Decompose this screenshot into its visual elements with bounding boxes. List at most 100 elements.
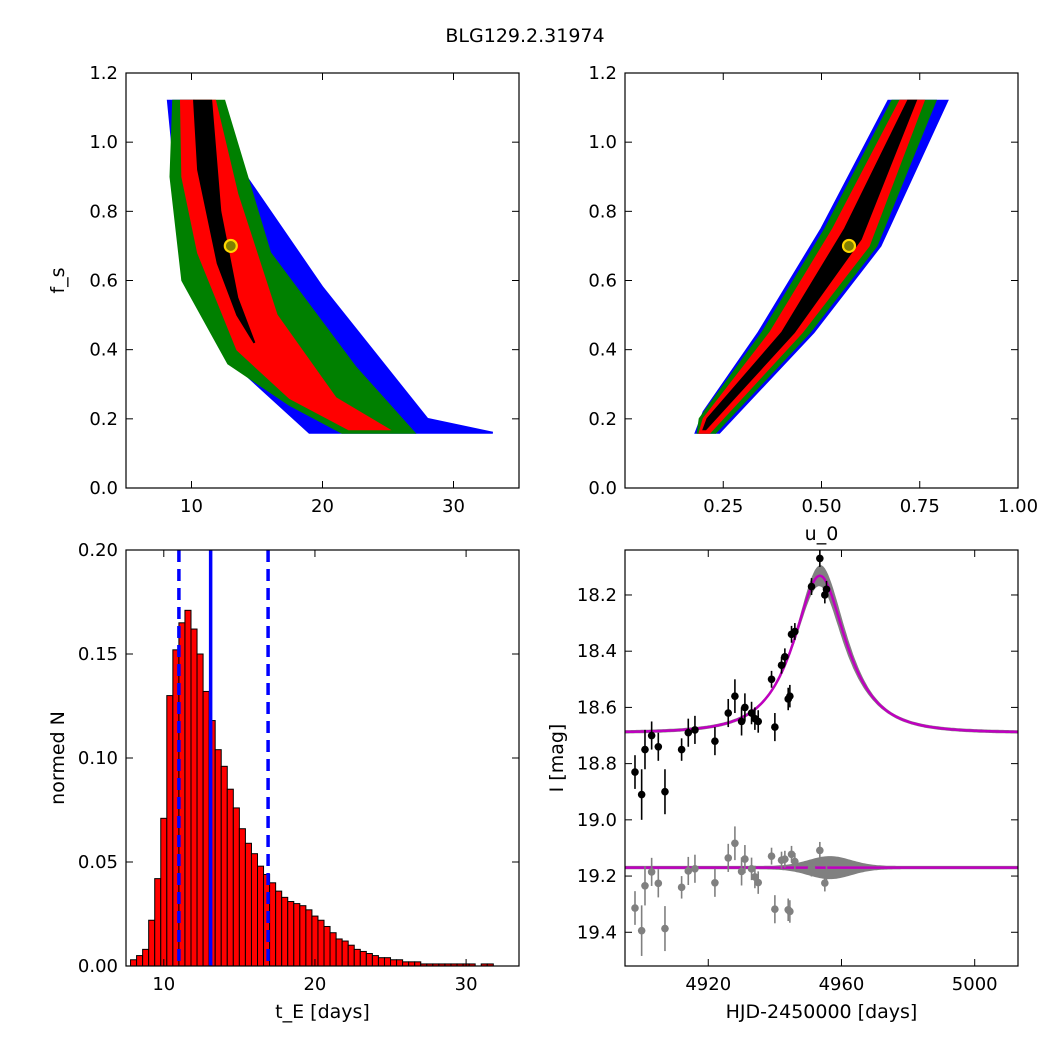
y-tick-label: 18.6 xyxy=(577,697,617,718)
residual-point xyxy=(816,846,824,855)
y-tick-label: 0.4 xyxy=(89,340,118,361)
histogram-bar xyxy=(275,890,283,967)
x-tick-label: 0.50 xyxy=(801,496,841,517)
data-point xyxy=(654,742,663,751)
data-point xyxy=(791,627,799,636)
data-point xyxy=(647,731,656,740)
histogram-bar xyxy=(414,961,422,967)
y-tick-label: 0.0 xyxy=(588,478,617,499)
y-tick-label: 1.0 xyxy=(89,132,118,153)
data-point xyxy=(677,745,686,754)
y-tick-label: 18.2 xyxy=(577,585,617,606)
histogram-bar xyxy=(317,919,325,967)
x-tick-label: 0.25 xyxy=(703,496,743,517)
data-point xyxy=(754,717,763,726)
residual-point xyxy=(631,904,639,912)
residual-point xyxy=(647,868,656,876)
histogram-bar xyxy=(371,955,379,967)
residual-point xyxy=(822,870,831,879)
data-point xyxy=(807,582,816,591)
x-tick-label: 20 xyxy=(311,496,334,517)
data-point xyxy=(684,728,693,737)
histogram-bar xyxy=(160,817,168,967)
x-tick-label: 30 xyxy=(455,974,478,995)
residual-point xyxy=(654,879,663,888)
x-tick-label: 1.00 xyxy=(998,496,1038,517)
residual-point xyxy=(731,839,739,848)
residual-point xyxy=(661,924,669,933)
y-tick-label: 1.2 xyxy=(89,63,118,84)
histogram-bar xyxy=(408,961,416,967)
x-axis-label: t_E [days] xyxy=(275,1001,370,1023)
histogram-bar xyxy=(244,842,252,967)
axes-frame xyxy=(624,549,1019,967)
residual-point xyxy=(637,926,646,935)
y-tick-label: 0.20 xyxy=(78,540,118,561)
histogram-bar xyxy=(377,957,385,967)
y-tick-label: 0.05 xyxy=(78,852,118,873)
histogram-bar xyxy=(329,932,337,967)
histogram-bar xyxy=(353,948,361,967)
data-point xyxy=(711,737,719,745)
best-region xyxy=(193,99,256,344)
residual-point xyxy=(691,864,699,873)
histogram-bar xyxy=(154,878,162,967)
residual-point xyxy=(741,855,749,863)
y-tick-label: 18.4 xyxy=(577,641,617,662)
histogram-bar xyxy=(347,944,355,967)
histogram-bar xyxy=(269,882,277,967)
histogram-bar xyxy=(299,905,307,967)
data-point xyxy=(822,585,831,594)
histogram-bar xyxy=(390,959,398,967)
x-tick-label: 10 xyxy=(180,496,203,517)
histogram-bar xyxy=(196,653,204,967)
y-tick-label: 0.8 xyxy=(89,201,118,222)
y-tick-label: 0.10 xyxy=(78,748,118,769)
histogram-bar xyxy=(305,909,313,967)
x-tick-label: 20 xyxy=(303,974,326,995)
histogram-bar xyxy=(136,955,144,967)
residual-point xyxy=(807,864,816,872)
data-point xyxy=(777,661,786,670)
model-uncertainty-band xyxy=(625,565,1018,734)
data-point xyxy=(661,787,669,796)
histogram-bar xyxy=(202,690,210,967)
sigma1-region xyxy=(179,99,392,431)
data-point xyxy=(771,723,779,731)
y-tick-label: 0.2 xyxy=(89,409,118,430)
histogram-bar xyxy=(323,925,331,967)
data-point xyxy=(691,726,699,734)
histogram-bar xyxy=(232,807,240,967)
best-fit-marker xyxy=(223,238,238,254)
residual-point xyxy=(771,905,779,914)
y-tick-label: 0.2 xyxy=(588,409,617,430)
residual-point xyxy=(641,881,649,890)
residual-point xyxy=(684,867,693,875)
y-tick-label: 0.0 xyxy=(89,478,118,499)
y-axis-label: f_s xyxy=(47,267,69,293)
residual-point xyxy=(767,852,776,860)
histogram-bar xyxy=(359,950,367,967)
residual-point xyxy=(754,878,763,887)
histogram-bar xyxy=(311,915,319,967)
tE-histogram-panel: 10 20 30 0.00 0.05 0.10 0.15 0.20 t_E [days] norm… xyxy=(47,540,520,1023)
histogram-bar xyxy=(238,828,246,967)
histogram-bar xyxy=(383,957,392,967)
y-tick-label: 0.6 xyxy=(588,271,617,292)
histogram-bar xyxy=(335,938,343,967)
y-tick-label: 19.2 xyxy=(577,866,617,887)
data-point xyxy=(747,709,756,717)
histogram-bar xyxy=(184,609,192,967)
data-point xyxy=(786,692,794,700)
x-tick-label: 10 xyxy=(152,974,175,995)
data-point xyxy=(781,653,789,661)
histogram-bar xyxy=(250,853,259,967)
histogram-bar xyxy=(220,765,228,967)
best-region xyxy=(702,99,918,431)
data-point xyxy=(641,745,649,754)
residual-point xyxy=(781,855,789,864)
data-point xyxy=(731,692,739,700)
fs-vs-u0-panel: 0.25 0.50 0.75 1.00 0.0 0.2 0.4 0.6 0.8 1.0 1.2 u_0 xyxy=(588,63,1038,545)
histogram-bar xyxy=(365,953,373,967)
y-tick-label: 19.4 xyxy=(577,922,617,943)
